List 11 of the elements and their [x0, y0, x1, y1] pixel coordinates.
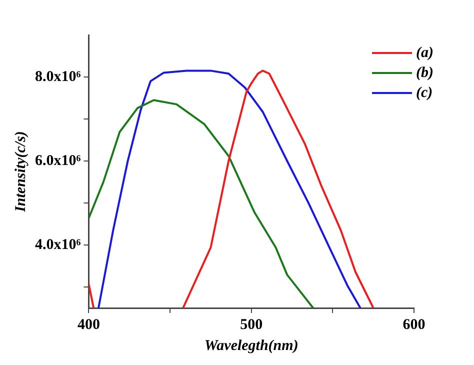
- x-axis-title: Wavelegth(nm): [204, 338, 298, 354]
- y-tick-label: 8.0x10⁶: [34, 68, 82, 85]
- x-tick-label: 500: [240, 316, 263, 333]
- x-tick-label: 400: [77, 316, 100, 333]
- y-tick-label: 6.0x10⁶: [34, 152, 82, 169]
- legend-label: (a): [416, 44, 434, 62]
- y-axis-title: Intensity(c/s): [12, 131, 29, 213]
- x-tick-label: 600: [402, 316, 426, 333]
- legend-label: (b): [416, 64, 434, 82]
- y-tick-label: 4.0x10⁶: [34, 236, 82, 253]
- legend-label: (c): [416, 84, 433, 102]
